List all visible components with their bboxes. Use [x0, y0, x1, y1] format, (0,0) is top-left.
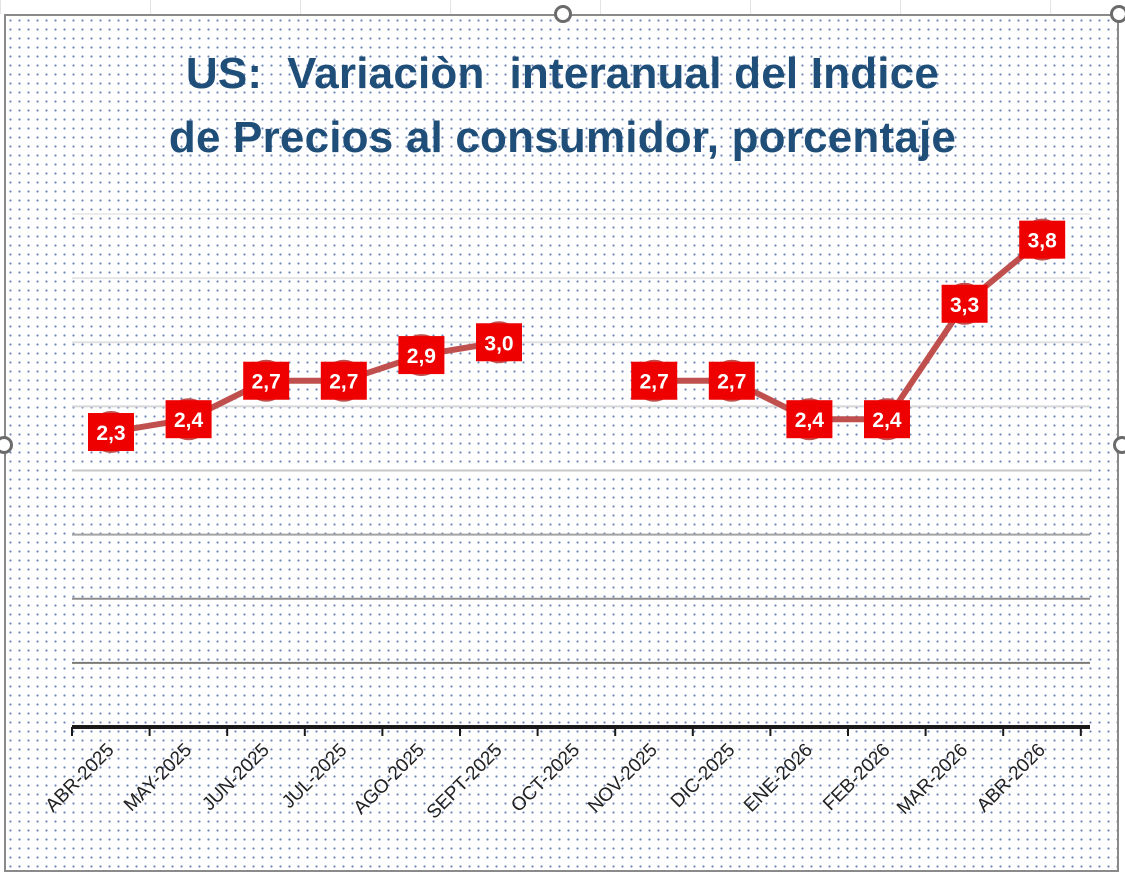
- x-tick-label: MAR-2026: [893, 740, 972, 819]
- x-axis: [71, 725, 1090, 736]
- data-label-box: [941, 284, 988, 323]
- data-label-box: [864, 400, 910, 439]
- x-tick-labels: ABR-2025 MAY-2025 JUN-2025 JUL-2025AGO-2025…: [42, 740, 1050, 824]
- data-label-box: [165, 400, 212, 439]
- data-label-box: [708, 361, 755, 400]
- resize-handle-top-right[interactable]: [1110, 5, 1125, 23]
- data-label: 2,3: [96, 422, 125, 445]
- x-tick-label: NOV-2025: [584, 740, 662, 818]
- data-label-box: [320, 361, 367, 400]
- data-label: 2,7: [329, 371, 358, 394]
- x-tick-label: MAY-2025: [120, 740, 196, 816]
- x-tick-label: SEPT-2025: [423, 740, 507, 824]
- data-label: 3,0: [484, 332, 513, 355]
- x-tick-label: ABR-2026: [973, 740, 1050, 817]
- data-label-box: [631, 361, 678, 400]
- chart-title: US: Variaciòn interanual del Indice de P…: [0, 42, 1125, 170]
- data-label: 2,4: [174, 409, 204, 432]
- x-tick-label: OCT-2025: [507, 740, 584, 817]
- data-label: 2,7: [717, 371, 746, 394]
- data-label-box: [476, 323, 522, 362]
- data-label-box: [398, 336, 445, 375]
- data-label: 2,7: [640, 371, 669, 394]
- x-tick-label: FEB-2026: [819, 740, 894, 815]
- data-label-box: [243, 361, 290, 400]
- x-tick-label: ENE-2026: [740, 740, 817, 817]
- x-tick-label: JUN-2025: [198, 740, 273, 815]
- data-label-box: [88, 413, 134, 452]
- x-tick-label: JUL-2025: [278, 740, 351, 813]
- x-tick-label: DIC-2025: [667, 740, 739, 812]
- x-tick-label: ABR-2025: [42, 740, 119, 817]
- resize-handle-top[interactable]: [554, 5, 572, 23]
- x-tick-label: AGO-2025: [350, 740, 429, 819]
- data-label: 2,9: [407, 345, 436, 368]
- data-label: 3,3: [950, 294, 979, 317]
- data-markers: [90, 218, 1064, 454]
- chart-title-line-1: US: Variaciòn interanual del Indice: [185, 49, 940, 98]
- data-label: 2,4: [795, 409, 825, 432]
- data-label: 2,4: [872, 409, 902, 432]
- chart-title-line-2: de Precios al consumidor, porcentaje: [168, 113, 957, 162]
- resize-handle-right[interactable]: [1113, 436, 1125, 454]
- resize-handle-left[interactable]: [0, 436, 13, 454]
- data-label-box: [1019, 220, 1066, 259]
- data-labels: 2,3 2,4 2,7 2,7 2,9 3,0 2,7 2,7 2,4 2,4 3,3 3,8: [88, 220, 1066, 452]
- data-label: 2,7: [252, 371, 281, 394]
- data-label: 3,8: [1028, 230, 1058, 253]
- gridlines: [72, 213, 1090, 664]
- data-label-box: [786, 400, 833, 439]
